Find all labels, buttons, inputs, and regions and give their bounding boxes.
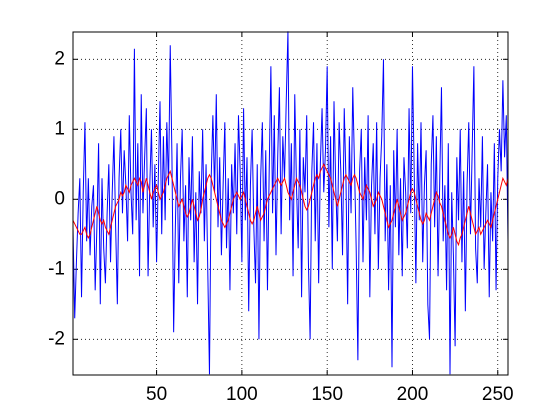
data-line: [72, 31, 509, 375]
x-tick-label: 200: [397, 384, 429, 405]
y-tick-label: 0: [54, 188, 65, 209]
x-tick-label: 250: [482, 384, 514, 405]
axes-box: [72, 31, 509, 376]
x-tick-label: 150: [311, 384, 343, 405]
x-tick-label: 100: [226, 384, 258, 405]
y-tick-label: 2: [54, 48, 65, 69]
x-tick-label: 50: [146, 384, 167, 405]
y-tick-label: -1: [48, 258, 65, 279]
data-line: [72, 163, 509, 247]
y-tick-label: 1: [54, 118, 65, 139]
y-tick-label: -2: [48, 328, 65, 349]
